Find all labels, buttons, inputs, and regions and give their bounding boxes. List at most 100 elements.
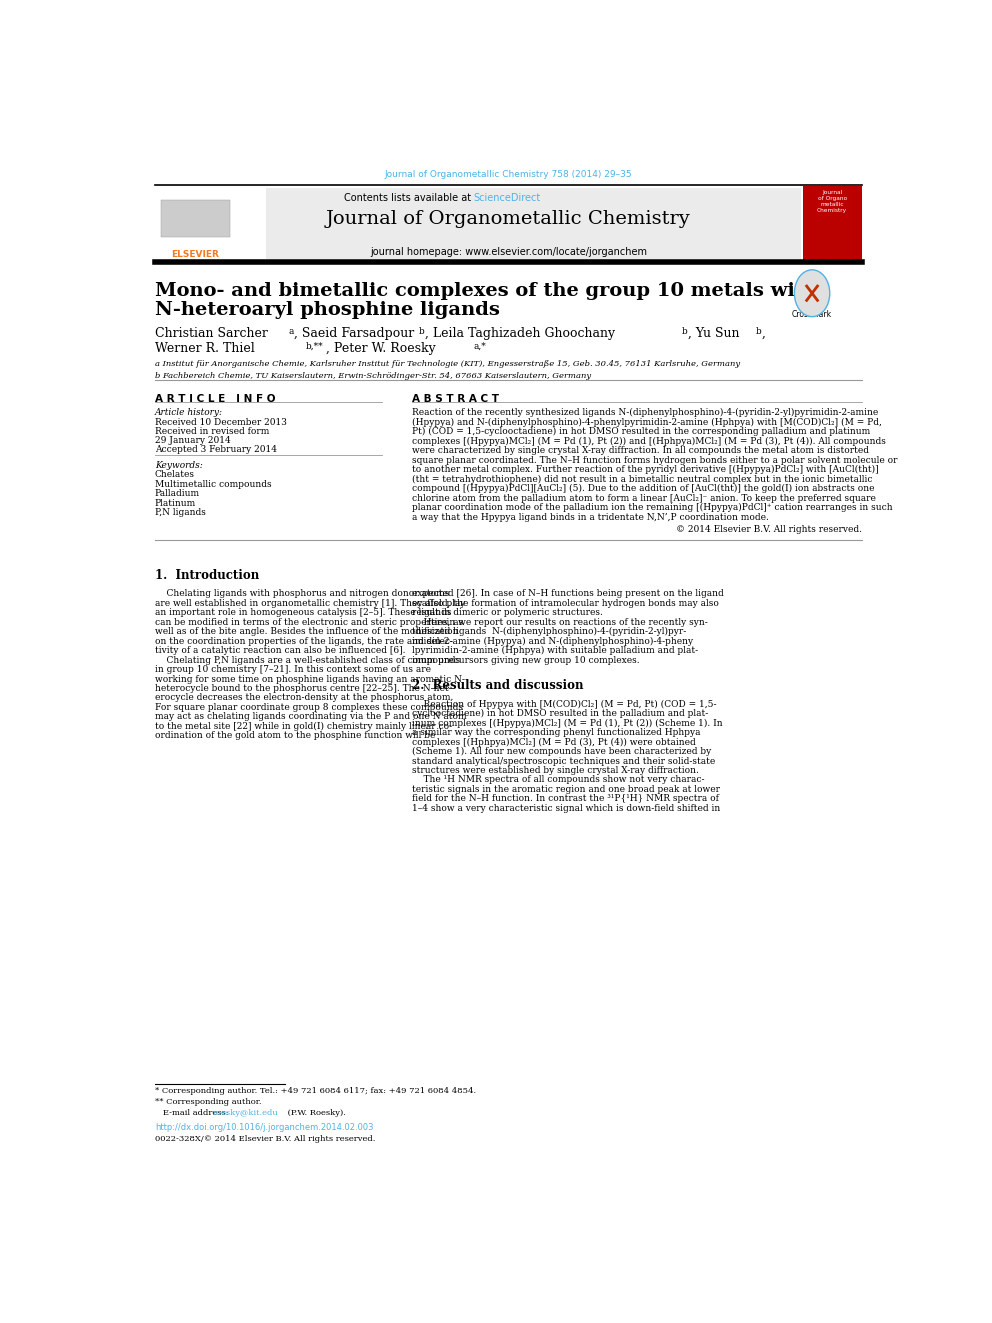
Text: CrossMark: CrossMark [792, 310, 832, 319]
Text: N-heteroaryl phosphine ligands: N-heteroaryl phosphine ligands [155, 302, 500, 319]
Text: Multimetallic compounds: Multimetallic compounds [155, 480, 272, 490]
Text: to another metal complex. Further reaction of the pyridyl derivative [(Hpypya)Pd: to another metal complex. Further reacti… [413, 466, 879, 475]
Text: (tht = tetrahydrothiophene) did not result in a bimetallic neutral complex but i: (tht = tetrahydrothiophene) did not resu… [413, 475, 873, 484]
Text: ordination of the gold atom to the phosphine function will be: ordination of the gold atom to the phosp… [155, 732, 435, 741]
Text: compound [(Hpypya)PdCl][AuCl₂] (5). Due to the addition of [AuCl(tht)] the gold(: compound [(Hpypya)PdCl][AuCl₂] (5). Due … [413, 484, 875, 493]
Text: P,N ligands: P,N ligands [155, 508, 205, 517]
Text: a,*: a,* [474, 343, 486, 351]
Text: b: b [756, 327, 762, 336]
Bar [155, 188, 801, 258]
Text: a: a [289, 327, 294, 336]
Text: scaffold, the formation of intramolecular hydrogen bonds may also: scaffold, the formation of intramolecula… [413, 599, 719, 607]
Text: 29 January 2014: 29 January 2014 [155, 435, 230, 445]
Bar [161, 200, 230, 237]
Text: Chelates: Chelates [155, 471, 194, 479]
Text: are well established in organometallic chemistry [1]. They also play: are well established in organometallic c… [155, 599, 465, 607]
Text: Received in revised form: Received in revised form [155, 427, 269, 435]
Text: field for the N–H function. In contrast the ³¹P{¹H} NMR spectra of: field for the N–H function. In contrast … [413, 794, 719, 803]
Text: to the metal site [22] while in gold(I) chemistry mainly linear co-: to the metal site [22] while in gold(I) … [155, 722, 452, 732]
Text: journal homepage: www.elsevier.com/locate/jorganchem: journal homepage: www.elsevier.com/locat… [370, 247, 647, 258]
Text: complexes [(Hphpya)MCl₂] (M = Pd (3), Pt (4)) were obtained: complexes [(Hphpya)MCl₂] (M = Pd (3), Pt… [413, 738, 696, 746]
Text: Herein we report our results on reactions of the recently syn-: Herein we report our results on reaction… [413, 618, 708, 627]
Text: Reaction of Hpypya with [M(COD)Cl₂] (M = Pd, Pt) (COD = 1,5-: Reaction of Hpypya with [M(COD)Cl₂] (M =… [413, 700, 717, 709]
Text: 1–4 show a very characteristic signal which is down-field shifted in: 1–4 show a very characteristic signal wh… [413, 804, 720, 812]
Text: , Leila Taghizadeh Ghoochany: , Leila Taghizadeh Ghoochany [426, 327, 619, 340]
Text: 2.  Results and discussion: 2. Results and discussion [413, 679, 584, 692]
Bar [155, 188, 266, 258]
Text: Pt) (COD = 1,5-cyclooctadiene) in hot DMSO resulted in the corresponding palladi: Pt) (COD = 1,5-cyclooctadiene) in hot DM… [413, 427, 871, 437]
Text: , Yu Sun: , Yu Sun [687, 327, 743, 340]
Text: Journal of Organometallic Chemistry 758 (2014) 29–35: Journal of Organometallic Chemistry 758 … [385, 171, 632, 180]
Text: A R T I C L E   I N F O: A R T I C L E I N F O [155, 394, 275, 404]
Text: © 2014 Elsevier B.V. All rights reserved.: © 2014 Elsevier B.V. All rights reserved… [677, 525, 862, 534]
Text: square planar coordinated. The N–H function forms hydrogen bonds either to a pol: square planar coordinated. The N–H funct… [413, 455, 898, 464]
Text: Received 10 December 2013: Received 10 December 2013 [155, 418, 287, 426]
Text: Mono- and bimetallic complexes of the group 10 metals with: Mono- and bimetallic complexes of the gr… [155, 282, 817, 300]
Text: (Scheme 1). All four new compounds have been characterized by: (Scheme 1). All four new compounds have … [413, 747, 711, 757]
Text: The ¹H NMR spectra of all compounds show not very charac-: The ¹H NMR spectra of all compounds show… [413, 775, 704, 785]
Text: Accepted 3 February 2014: Accepted 3 February 2014 [155, 445, 277, 454]
Text: ** Corresponding author.: ** Corresponding author. [155, 1098, 261, 1106]
Text: For square planar coordinate group 8 complexes these compounds: For square planar coordinate group 8 com… [155, 703, 462, 712]
Text: structures were established by single crystal X-ray diffraction.: structures were established by single cr… [413, 766, 699, 775]
Text: 0022-328X/© 2014 Elsevier B.V. All rights reserved.: 0022-328X/© 2014 Elsevier B.V. All right… [155, 1135, 375, 1143]
Text: heterocycle bound to the phosphorus centre [22–25]. The N-het-: heterocycle bound to the phosphorus cent… [155, 684, 451, 693]
Text: thesized ligands  N-(diphenylphosphino)-4-(pyridin-2-yl)pyr-: thesized ligands N-(diphenylphosphino)-4… [413, 627, 686, 636]
Text: b,**: b,** [306, 343, 323, 351]
Text: complexes [(Hpypya)MCl₂] (M = Pd (1), Pt (2)) and [(Hphpya)MCl₂] (M = Pd (3), Pt: complexes [(Hpypya)MCl₂] (M = Pd (1), Pt… [413, 437, 886, 446]
Text: Article history:: Article history: [155, 409, 223, 417]
Text: tivity of a catalytic reaction can also be influenced [6].: tivity of a catalytic reaction can also … [155, 646, 406, 655]
Text: ,: , [762, 327, 766, 340]
Text: Platinum: Platinum [155, 499, 196, 508]
Text: planar coordination mode of the palladium ion the remaining [(Hpypya)PdCl]⁺ cati: planar coordination mode of the palladiu… [413, 503, 893, 512]
Text: * Corresponding author. Tel.: +49 721 6084 6117; fax: +49 721 6084 4854.: * Corresponding author. Tel.: +49 721 60… [155, 1086, 476, 1095]
Text: standard analytical/spectroscopic techniques and their solid-state: standard analytical/spectroscopic techni… [413, 757, 715, 766]
Text: Contents lists available at: Contents lists available at [343, 193, 474, 204]
Text: Journal
of Organo
metallic
Chemistry: Journal of Organo metallic Chemistry [817, 191, 847, 213]
Text: working for some time on phosphine ligands having an aromatic N-: working for some time on phosphine ligan… [155, 675, 464, 684]
Text: ScienceDirect: ScienceDirect [474, 193, 541, 204]
Text: Keywords:: Keywords: [155, 462, 202, 470]
Text: expected [26]. In case of N–H functions being present on the ligand: expected [26]. In case of N–H functions … [413, 589, 724, 598]
Text: cyclooctadiene) in hot DMSO resulted in the palladium and plat-: cyclooctadiene) in hot DMSO resulted in … [413, 709, 708, 718]
Text: , Peter W. Roesky: , Peter W. Roesky [326, 343, 439, 355]
Text: b: b [682, 327, 687, 336]
Text: Palladium: Palladium [155, 490, 199, 499]
Text: erocycle decreases the electron-density at the phosphorus atom.: erocycle decreases the electron-density … [155, 693, 453, 703]
Text: Werner R. Thiel: Werner R. Thiel [155, 343, 259, 355]
Text: imidin-2-amine (Hpypya) and N-(diphenylphosphino)-4-pheny: imidin-2-amine (Hpypya) and N-(diphenylp… [413, 636, 693, 646]
Text: Journal of Organometallic Chemistry: Journal of Organometallic Chemistry [326, 209, 690, 228]
Text: a way that the Hpypya ligand binds in a tridentate N,N’,P coordination mode.: a way that the Hpypya ligand binds in a … [413, 512, 769, 521]
Text: inum precursors giving new group 10 complexes.: inum precursors giving new group 10 comp… [413, 656, 640, 664]
Text: ELSEVIER: ELSEVIER [172, 250, 219, 259]
Text: chlorine atom from the palladium atom to form a linear [AuCl₂]⁻ anion. To keep t: chlorine atom from the palladium atom to… [413, 493, 876, 503]
Text: 1.  Introduction: 1. Introduction [155, 569, 259, 582]
Text: A B S T R A C T: A B S T R A C T [413, 394, 499, 404]
Text: were characterized by single crystal X-ray diffraction. In all compounds the met: were characterized by single crystal X-r… [413, 446, 869, 455]
Text: Christian Sarcher: Christian Sarcher [155, 327, 272, 340]
Text: lpyrimidin-2-amine (Hphpya) with suitable palladium and plat-: lpyrimidin-2-amine (Hphpya) with suitabl… [413, 646, 698, 655]
Text: result in dimeric or polymeric structures.: result in dimeric or polymeric structure… [413, 609, 603, 618]
Text: on the coordination properties of the ligands, the rate and selec-: on the coordination properties of the li… [155, 636, 452, 646]
Text: E-mail address:: E-mail address: [155, 1109, 231, 1117]
Text: http://dx.doi.org/10.1016/j.jorganchem.2014.02.003: http://dx.doi.org/10.1016/j.jorganchem.2… [155, 1123, 373, 1132]
Text: may act as chelating ligands coordinating via the P and one N atom: may act as chelating ligands coordinatin… [155, 712, 466, 721]
Text: in group 10 chemistry [7–21]. In this context some of us are: in group 10 chemistry [7–21]. In this co… [155, 665, 431, 673]
Text: a Institut für Anorganische Chemie, Karlsruher Institut für Technologie (KIT), E: a Institut für Anorganische Chemie, Karl… [155, 360, 740, 369]
Text: b Fachbereich Chemie, TU Kaiserslautern, Erwin-Schrödinger-Str. 54, 67663 Kaiser: b Fachbereich Chemie, TU Kaiserslautern,… [155, 372, 591, 380]
Text: (Hpypya) and N-(diphenylphosphino)-4-phenylpyrimidin-2-amine (Hphpya) with [M(CO: (Hpypya) and N-(diphenylphosphino)-4-phe… [413, 418, 882, 427]
Circle shape [795, 270, 829, 316]
Text: roesky@kit.edu: roesky@kit.edu [212, 1109, 278, 1117]
Text: can be modified in terms of the electronic and steric properties, as: can be modified in terms of the electron… [155, 618, 463, 627]
Text: Reaction of the recently synthesized ligands N-(diphenylphosphino)-4-(pyridin-2-: Reaction of the recently synthesized lig… [413, 409, 879, 418]
Text: Chelating P,N ligands are a well-established class of compounds: Chelating P,N ligands are a well-establi… [155, 656, 460, 664]
Bar [803, 187, 862, 261]
Text: well as of the bite angle. Besides the influence of the modification: well as of the bite angle. Besides the i… [155, 627, 458, 636]
Text: , Saeid Farsadpour: , Saeid Farsadpour [294, 327, 419, 340]
Text: Chelating ligands with phosphorus and nitrogen donor atoms: Chelating ligands with phosphorus and ni… [155, 589, 449, 598]
Text: an important role in homogeneous catalysis [2–5]. These ligands: an important role in homogeneous catalys… [155, 609, 451, 618]
Text: inum complexes [(Hpypya)MCl₂] (M = Pd (1), Pt (2)) (Scheme 1). In: inum complexes [(Hpypya)MCl₂] (M = Pd (1… [413, 718, 723, 728]
Text: teristic signals in the aromatic region and one broad peak at lower: teristic signals in the aromatic region … [413, 785, 720, 794]
Text: a similar way the corresponding phenyl functionalized Hphpya: a similar way the corresponding phenyl f… [413, 728, 700, 737]
Text: (P.W. Roesky).: (P.W. Roesky). [286, 1109, 346, 1117]
